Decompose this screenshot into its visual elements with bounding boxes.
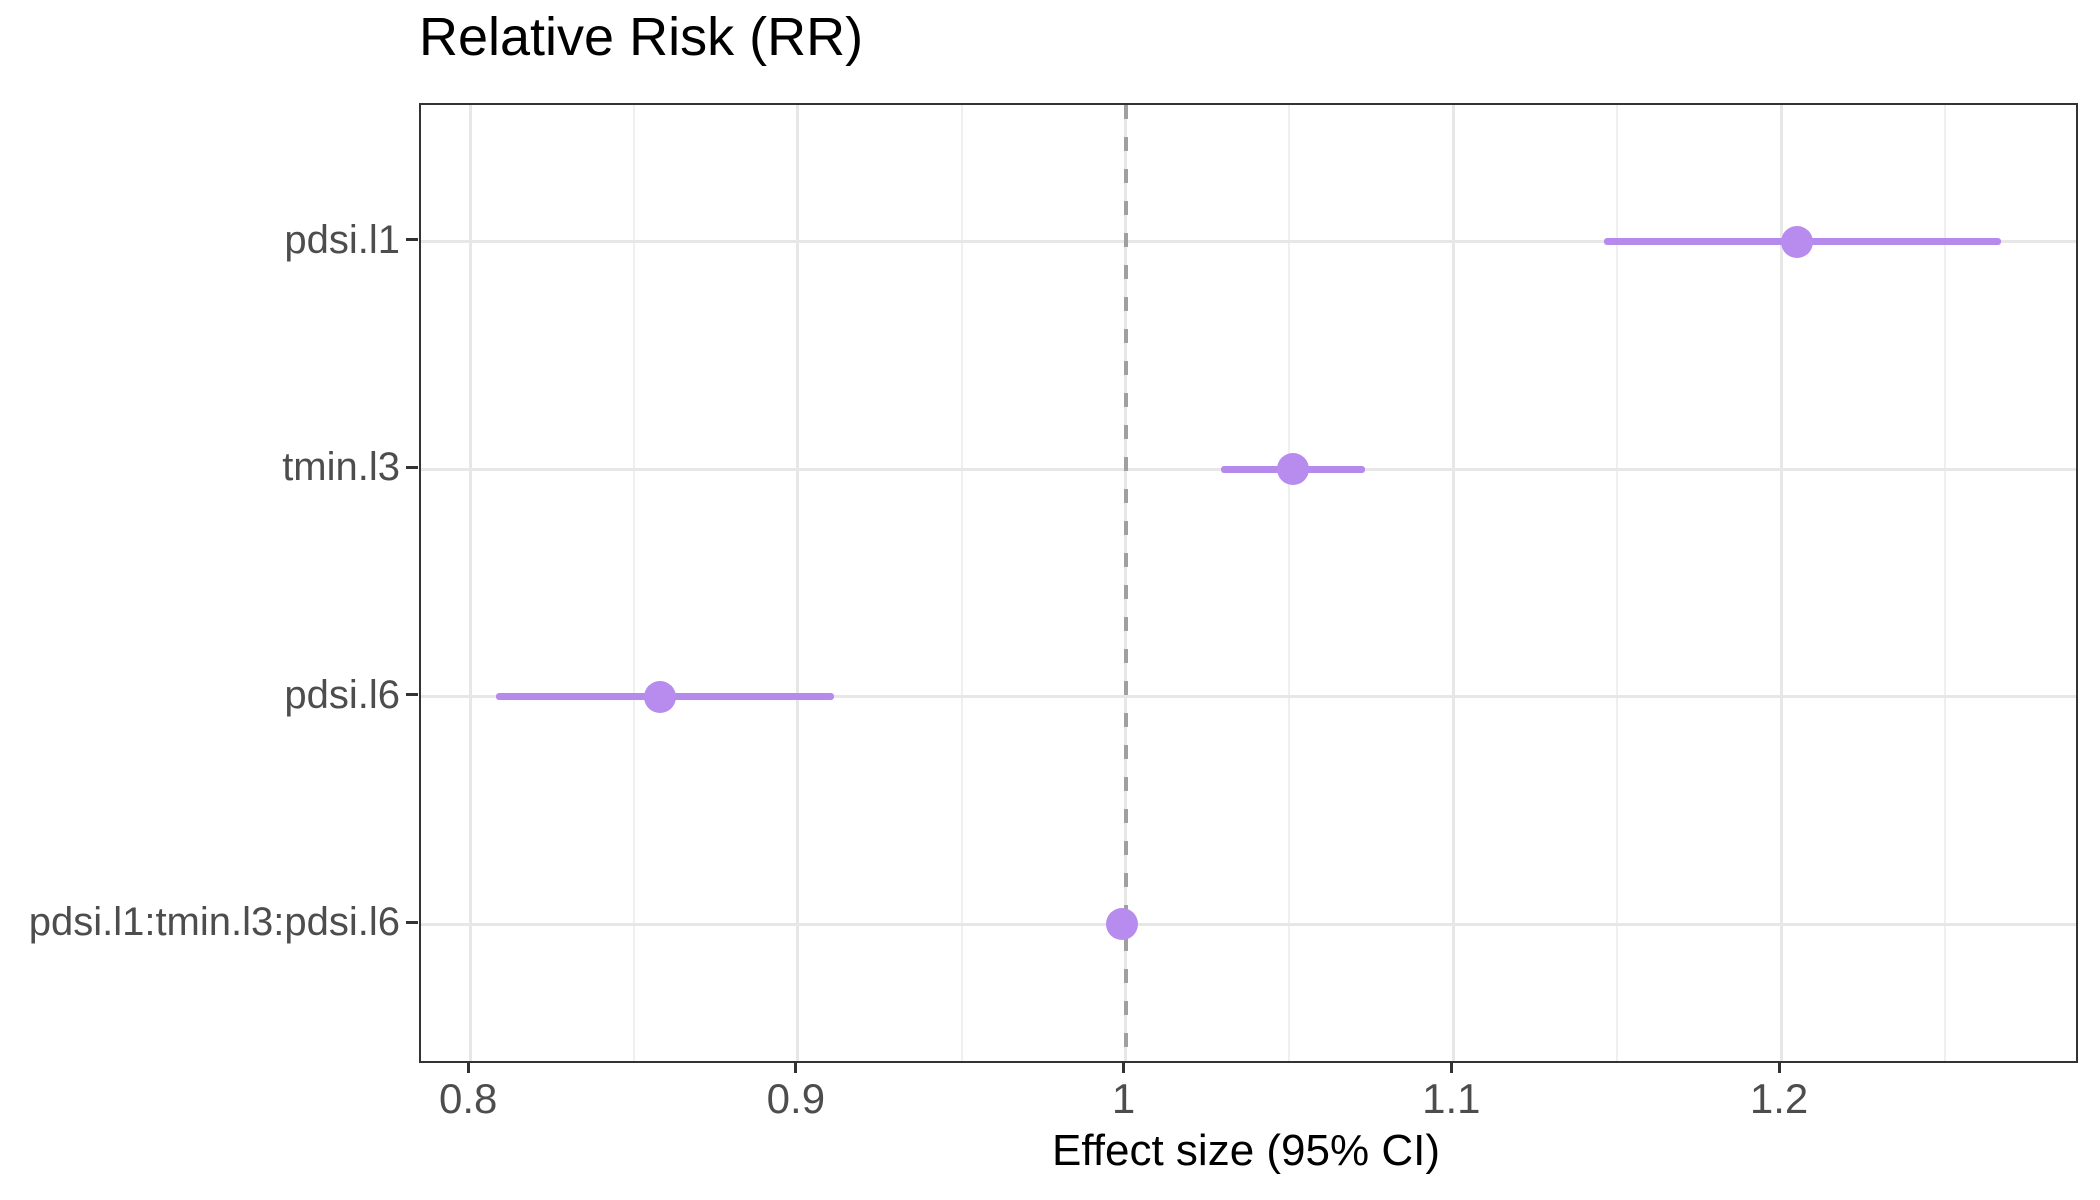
x-tick-label: 1.2 <box>1749 1075 1809 1122</box>
plot-panel <box>419 103 2078 1063</box>
x-tick-mark <box>466 1061 470 1073</box>
y-tick-mark <box>406 238 418 242</box>
gridline-row <box>421 240 2076 244</box>
chart-title: Relative Risk (RR) <box>419 7 864 67</box>
x-tick-mark <box>1122 1061 1126 1073</box>
gridline-minor <box>1616 105 1619 1061</box>
gridline-minor <box>1288 105 1291 1061</box>
x-tick-mark <box>794 1061 798 1073</box>
gridline-minor <box>633 105 636 1061</box>
y-category-label: pdsi.l6 <box>284 672 400 717</box>
x-axis-title: Effect size (95% CI) <box>1052 1126 1440 1175</box>
gridline-major <box>468 105 472 1061</box>
estimate-point <box>644 680 677 713</box>
x-tick-mark <box>1777 1061 1781 1073</box>
y-category-label: pdsi.l1 <box>284 217 400 262</box>
x-tick-label: 0.8 <box>438 1075 498 1122</box>
gridline-major <box>1779 105 1783 1061</box>
gridline-row <box>421 922 2076 926</box>
x-tick-label: 1.1 <box>1422 1075 1481 1122</box>
y-category-label: pdsi.l1:tmin.l3:pdsi.l6 <box>28 900 400 945</box>
estimate-point <box>1781 225 1814 258</box>
y-tick-mark <box>406 465 418 469</box>
gridline-row <box>421 695 2076 699</box>
x-tick-label: 1 <box>1111 1075 1136 1122</box>
y-category-label: tmin.l3 <box>282 445 400 490</box>
x-tick-label: 0.9 <box>766 1075 826 1122</box>
gridline-major <box>796 105 800 1061</box>
estimate-point <box>1276 453 1309 486</box>
gridline-major <box>1451 105 1455 1061</box>
estimate-point <box>1106 908 1139 941</box>
gridline-minor <box>960 105 963 1061</box>
gridline-minor <box>1943 105 1946 1061</box>
reference-line <box>1123 105 1128 1061</box>
y-tick-mark <box>406 920 418 924</box>
x-tick-mark <box>1449 1061 1453 1073</box>
y-tick-mark <box>406 693 418 697</box>
